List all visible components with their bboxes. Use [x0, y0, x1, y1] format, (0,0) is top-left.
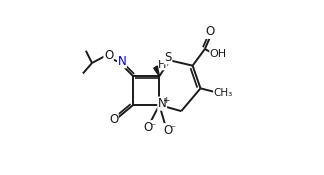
Text: O: O [104, 49, 113, 62]
Text: +: + [162, 96, 170, 105]
Text: OH: OH [210, 49, 227, 59]
Text: S: S [165, 51, 172, 64]
Polygon shape [154, 66, 159, 76]
Text: ⁻: ⁻ [170, 124, 175, 135]
Text: CH₃: CH₃ [214, 88, 233, 98]
Text: O: O [205, 25, 214, 38]
Text: O: O [144, 121, 153, 134]
Text: H: H [158, 60, 167, 70]
Text: O: O [109, 113, 118, 126]
Text: N: N [118, 55, 126, 68]
Text: ⁻: ⁻ [150, 122, 156, 132]
Text: O: O [163, 124, 172, 137]
Text: N: N [158, 97, 167, 110]
